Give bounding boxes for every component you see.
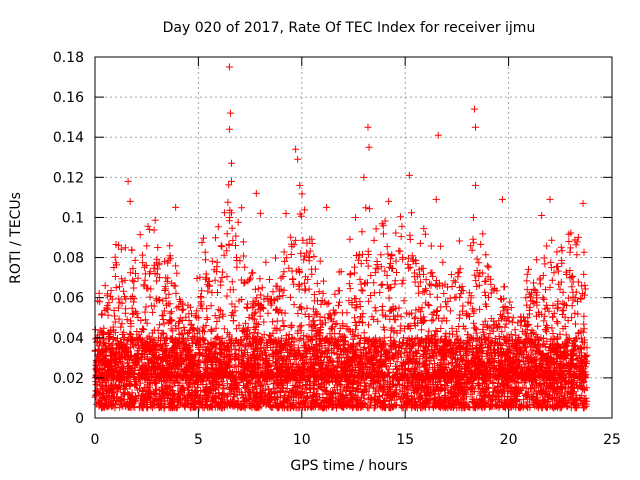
y-tick-label: 0.04 [53,331,84,347]
x-tick-label: 20 [500,432,518,448]
y-tick-label: 0.18 [53,50,84,66]
peak-point [538,211,546,219]
peak-point [385,197,393,205]
peak-point [227,159,235,167]
y-tick-label: 0.16 [53,90,84,106]
y-tick-label: 0.06 [53,291,84,307]
y-tick-label: 0 [75,411,84,427]
y-tick-labels: 0 0.02 0.04 0.06 0.08 0.1 0.12 0.14 0.16 0.18 [53,50,84,427]
peak-point [294,155,302,163]
peak-point [432,195,440,203]
peak-point [226,109,234,117]
peak-point [405,171,413,179]
roti-scatter-points [91,181,591,412]
peak-point [172,203,180,211]
axis-ticks [94,56,613,419]
x-tick-label: 5 [194,432,203,448]
chart-title: Day 020 of 2017, Rate Of TEC Index for r… [163,20,536,36]
peak-point [126,197,134,205]
peak-point [225,63,233,71]
peak-point [252,189,260,197]
peak-point [434,131,442,139]
peak-point [364,123,372,131]
peak-point [227,177,235,185]
peak-point [472,123,480,131]
peak-point [256,209,264,217]
x-tick-labels: 0 5 10 15 20 25 [91,432,621,448]
peak-point [225,125,233,133]
peak-point [469,213,477,221]
peak-point [470,105,478,113]
peak-point [360,173,368,181]
peak-point [365,143,373,151]
y-axis-label: ROTI / TECUs [8,192,24,284]
x-axis-label: GPS time / hours [290,458,407,474]
peak-point [323,203,331,211]
peak-point [579,199,587,207]
peak-point [296,181,304,189]
plot-frame [94,56,613,419]
x-tick-label: 15 [396,432,414,448]
x-tick-label: 25 [603,432,621,448]
peak-point [352,213,360,221]
peak-point [472,181,480,189]
y-tick-label: 0.1 [62,210,84,226]
x-tick-label: 0 [91,432,100,448]
peak-point [292,145,300,153]
y-tick-label: 0.08 [53,251,84,267]
data-points [91,63,591,412]
y-tick-label: 0.02 [53,371,84,387]
y-tick-label: 0.14 [53,130,84,146]
y-tick-label: 0.12 [53,170,84,186]
peak-point [498,195,506,203]
peak-point [124,177,132,185]
x-tick-label: 10 [293,432,311,448]
peak-point [546,195,554,203]
